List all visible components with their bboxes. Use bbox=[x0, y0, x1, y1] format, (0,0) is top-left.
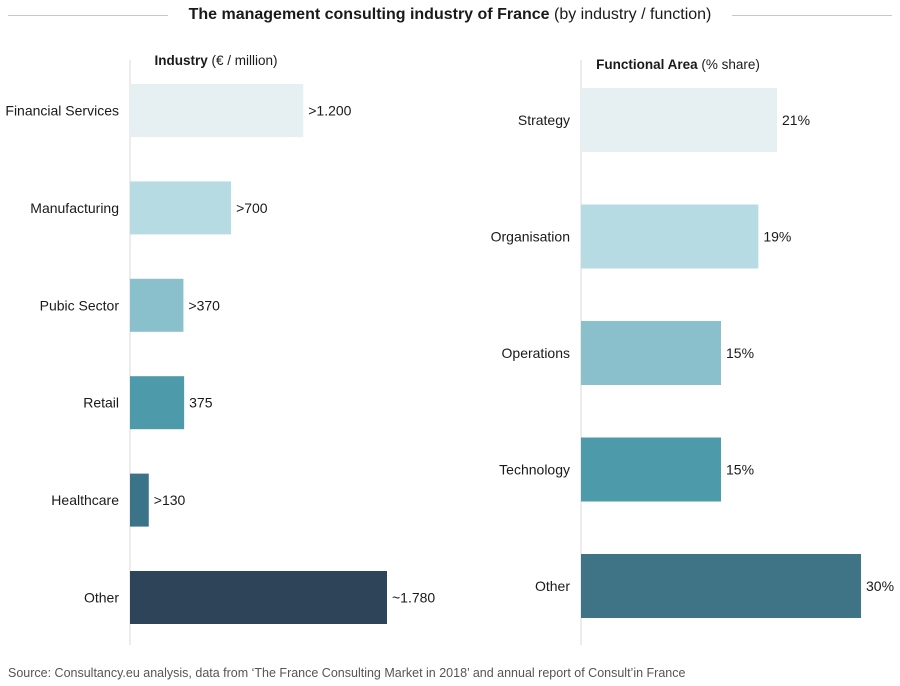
industry-bar bbox=[130, 473, 149, 527]
industry-data-label: 375 bbox=[189, 395, 213, 411]
function-category-label: Strategy bbox=[518, 112, 570, 128]
function-data-label: 15% bbox=[726, 462, 754, 478]
industry-panel-title: Industry (€ / million) bbox=[154, 53, 277, 68]
industry-bar bbox=[130, 84, 304, 137]
chart-title-bold: The management consulting industry of Fr… bbox=[188, 6, 550, 23]
function-data-label: 15% bbox=[726, 345, 754, 361]
function-category-label: Operations bbox=[502, 345, 570, 361]
function-bar bbox=[581, 321, 721, 385]
industry-bar bbox=[130, 376, 185, 430]
industry-data-label: >370 bbox=[188, 297, 220, 313]
title-rule-left bbox=[8, 15, 168, 16]
industry-data-label: >1.200 bbox=[308, 103, 351, 119]
industry-category-label: Retail bbox=[83, 395, 119, 411]
function-panel-title-bold: Functional Area bbox=[596, 57, 701, 72]
function-data-label: 19% bbox=[763, 229, 791, 245]
function-category-label: Technology bbox=[499, 462, 570, 478]
function-data-label: 21% bbox=[782, 112, 810, 128]
industry-bar bbox=[130, 278, 184, 332]
function-category-label: Organisation bbox=[491, 229, 570, 245]
industry-category-label: Financial Services bbox=[5, 103, 119, 119]
industry-panel-title-normal: (€ / million) bbox=[212, 53, 278, 68]
chart-title: The management consulting industry of Fr… bbox=[0, 3, 900, 27]
function-panel-title-normal: (% share) bbox=[701, 57, 760, 72]
industry-bar bbox=[130, 571, 387, 624]
industry-category-label: Pubic Sector bbox=[40, 297, 120, 313]
industry-category-label: Other bbox=[84, 590, 119, 606]
industry-data-label: ~1.780 bbox=[392, 590, 435, 606]
function-category-label: Other bbox=[535, 578, 570, 594]
industry-bar bbox=[130, 181, 232, 235]
industry-data-label: >130 bbox=[154, 492, 186, 508]
industry-category-label: Healthcare bbox=[51, 492, 119, 508]
function-data-label: 30% bbox=[866, 578, 894, 594]
industry-data-label: >700 bbox=[236, 200, 268, 216]
function-bar bbox=[581, 437, 721, 502]
function-bar bbox=[581, 204, 759, 269]
title-bar: The management consulting industry of Fr… bbox=[0, 3, 900, 27]
chart-title-normal: (by industry / function) bbox=[553, 6, 712, 23]
title-rule-right bbox=[732, 15, 892, 16]
industry-category-label: Manufacturing bbox=[30, 200, 119, 216]
source-note: Source: Consultancy.eu analysis, data fr… bbox=[8, 666, 686, 680]
industry-panel-title-bold: Industry bbox=[154, 53, 211, 68]
function-bar bbox=[581, 88, 777, 152]
function-panel-title: Functional Area (% share) bbox=[596, 57, 760, 72]
function-bar bbox=[581, 554, 861, 618]
